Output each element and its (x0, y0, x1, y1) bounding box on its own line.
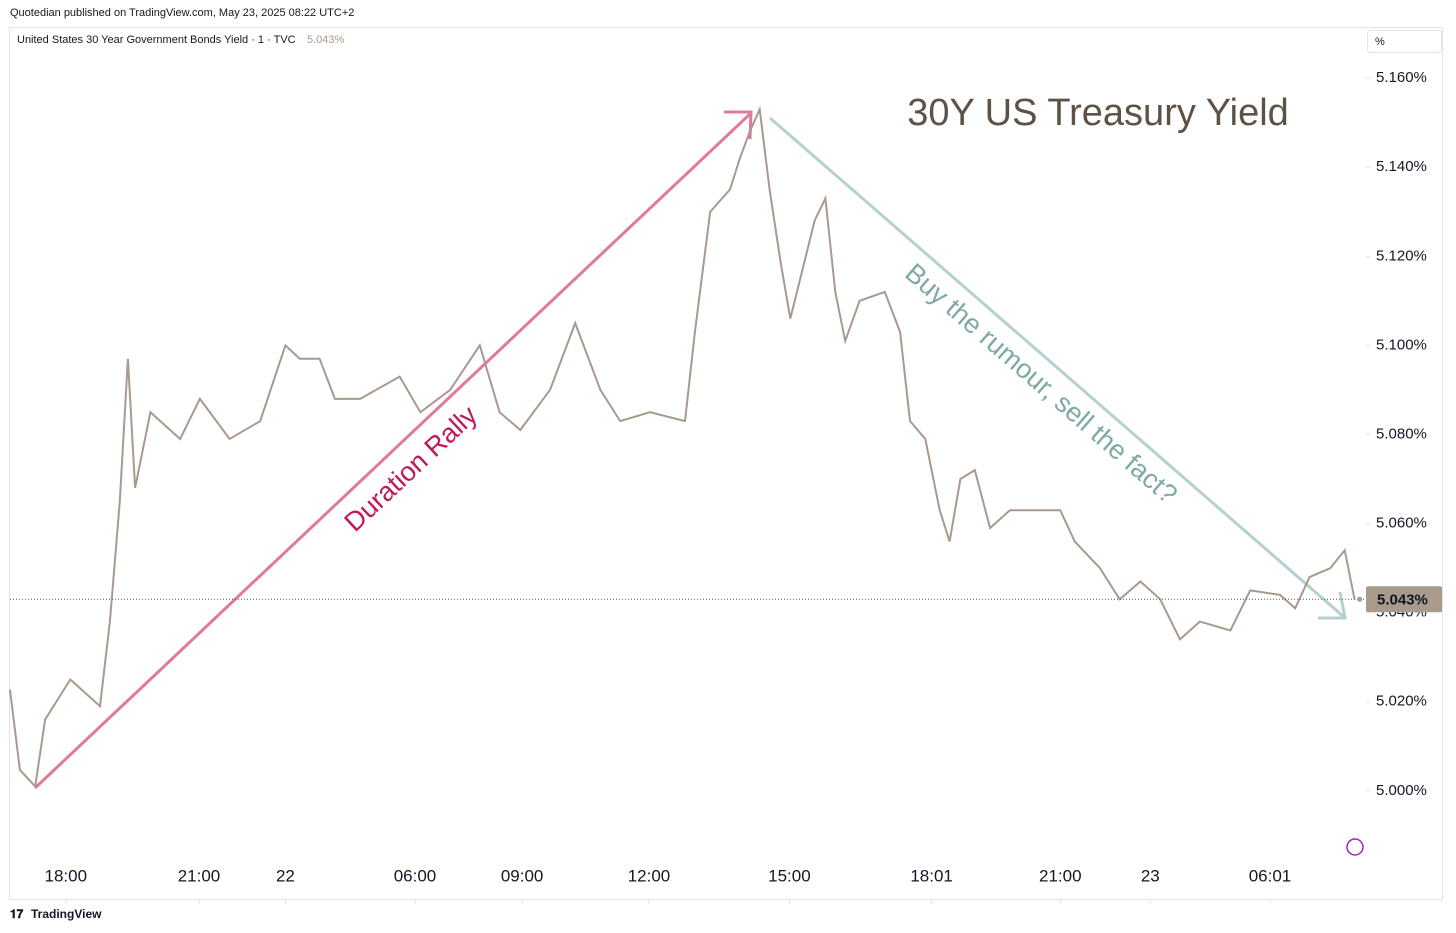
x-tick-label: 22 (276, 866, 295, 885)
x-tick-label: 18:00 (45, 866, 88, 885)
legend-name: United States 30 Year Government Bonds Y… (17, 34, 296, 46)
y-tick-label: 5.060% (1376, 515, 1427, 532)
x-tick-label: 06:00 (394, 866, 437, 885)
x-tick-label: 09:00 (501, 866, 544, 885)
footer: TradingView (31, 907, 102, 921)
y-tick-label: 5.120% (1376, 247, 1427, 264)
last-value-dot (1357, 596, 1363, 602)
arrow-line (33, 112, 752, 790)
annotation-arrow (769, 116, 1347, 620)
y-tick-label: 5.000% (1376, 782, 1427, 799)
x-tick-label: 23 (1141, 866, 1160, 885)
logo (1346, 838, 1364, 856)
unit-label: % (1375, 36, 1385, 48)
x-tick-label: 21:00 (1039, 866, 1082, 885)
y-tick-label: 5.080% (1376, 425, 1427, 442)
footer-logo: 𝟏𝟕 (10, 907, 24, 921)
legend-value: 5.043% (307, 34, 345, 46)
unit-box (1367, 30, 1442, 53)
chart-frame (9, 27, 1443, 900)
series-line (9, 105, 1356, 789)
logo-icon (1346, 838, 1364, 856)
price-tag-label: 5.043% (1377, 591, 1428, 608)
arrow-line (769, 116, 1345, 619)
x-tick-label: 21:00 (178, 866, 221, 885)
y-tick-label: 5.100% (1376, 336, 1427, 353)
x-tick-label: 18:01 (910, 866, 953, 885)
x-tick-label: 12:00 (628, 866, 671, 885)
y-tick-label: 5.140% (1376, 158, 1427, 175)
header: Quotedian published on TradingView.com, … (10, 7, 354, 19)
chart-title: 30Y US Treasury Yield (907, 92, 1289, 134)
x-tick-label: 06:01 (1249, 866, 1292, 885)
x-tick-label: 15:00 (768, 866, 811, 885)
y-tick-label: 5.160% (1376, 69, 1427, 86)
arrow-head (1318, 591, 1347, 620)
price-tag (1366, 586, 1442, 613)
y-tick-label: 5.020% (1376, 693, 1427, 710)
